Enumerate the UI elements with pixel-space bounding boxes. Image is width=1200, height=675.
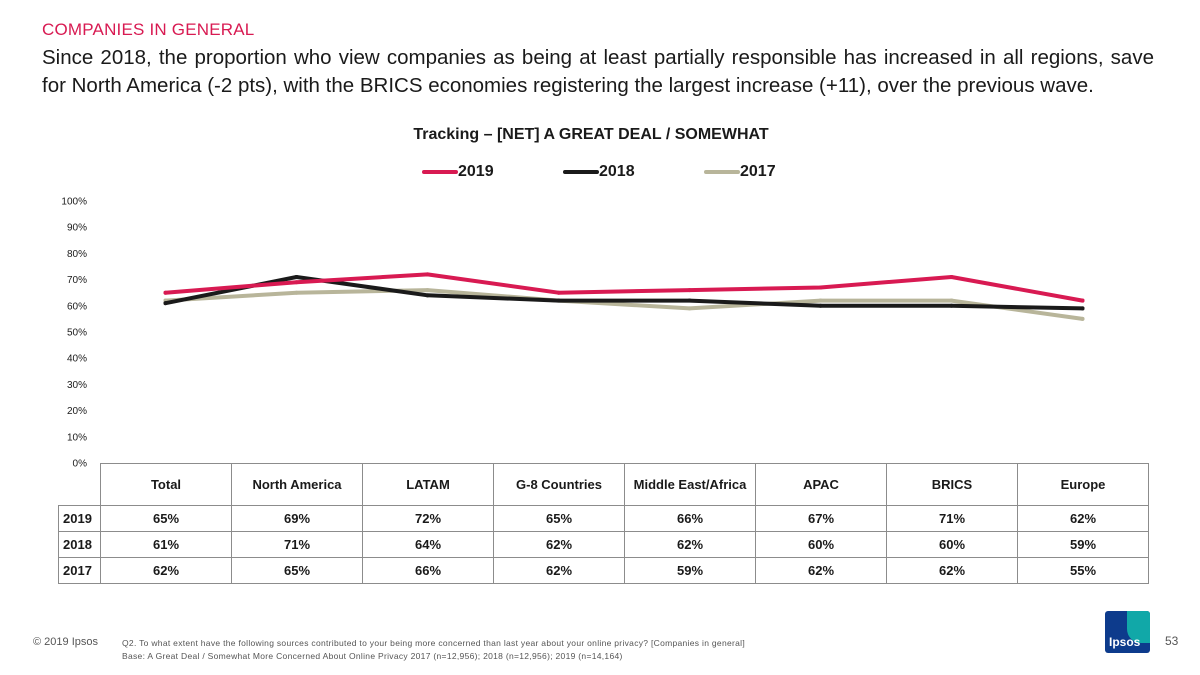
- table-row-2017: 2017 62% 65% 66% 62% 59% 62% 62% 55%: [58, 557, 1149, 584]
- table-corner-cell: [58, 463, 101, 506]
- table-cell: 60%: [755, 531, 887, 558]
- table-cell: 65%: [100, 505, 232, 532]
- table-cell: 62%: [755, 557, 887, 584]
- table-cell: 59%: [624, 557, 756, 584]
- data-point-2018-6: [949, 303, 954, 308]
- data-point-2019-6: [949, 274, 954, 279]
- table-row-2018: 2018 61% 71% 64% 62% 62% 60% 60% 59%: [58, 531, 1149, 558]
- chart-title: Tracking – [NET] A GREAT DEAL / SOMEWHAT: [413, 126, 769, 143]
- page-number: 53: [1165, 634, 1179, 648]
- section-label: COMPANIES IN GENERAL: [42, 20, 255, 39]
- y-tick-label: 90%: [67, 223, 87, 234]
- table-cell: 67%: [755, 505, 887, 532]
- table-cell: 62%: [886, 557, 1018, 584]
- table-cell: 60%: [886, 531, 1018, 558]
- column-header-brics: BRICS: [886, 463, 1018, 506]
- table-cell: 66%: [362, 557, 494, 584]
- data-point-2017-1: [294, 290, 299, 295]
- data-point-2019-5: [818, 285, 823, 290]
- series-line-2017: [163, 288, 1085, 321]
- data-point-2018-5: [818, 303, 823, 308]
- base-note: Base: A Great Deal / Somewhat More Conce…: [122, 651, 623, 661]
- data-point-2018-3: [556, 298, 561, 303]
- legend-label-2018: 2018: [599, 163, 635, 180]
- logo-text: Ipsos: [1109, 635, 1141, 649]
- table-cell: 65%: [493, 505, 625, 532]
- column-header-apac: APAC: [755, 463, 887, 506]
- data-point-2019-2: [425, 272, 430, 277]
- data-point-2017-5: [818, 298, 823, 303]
- y-tick-label: 70%: [67, 275, 87, 286]
- table-cell: 61%: [100, 531, 232, 558]
- data-point-2019-0: [163, 290, 168, 295]
- column-header-europe: Europe: [1017, 463, 1149, 506]
- logo-mark-icon: [1127, 611, 1150, 643]
- table-header-row: Total North America LATAM G-8 Countries …: [58, 463, 1149, 506]
- table-cell: 71%: [886, 505, 1018, 532]
- legend-swatch-2017: [704, 170, 740, 174]
- table-cell: 69%: [231, 505, 363, 532]
- data-point-2018-0: [163, 301, 168, 306]
- table-cell: 62%: [1017, 505, 1149, 532]
- legend: 2019 2018 2017: [0, 161, 1200, 183]
- data-point-2018-2: [425, 293, 430, 298]
- table-cell: 66%: [624, 505, 756, 532]
- legend-label-2017: 2017: [740, 163, 776, 180]
- footnote: Q2. To what extent have the following so…: [122, 637, 745, 663]
- table-row-2019: 2019 65% 69% 72% 65% 66% 67% 71% 62%: [58, 505, 1149, 532]
- data-point-2019-1: [294, 280, 299, 285]
- y-tick-label: 80%: [67, 249, 87, 260]
- column-header-north-america: North America: [231, 463, 363, 506]
- table-cell: 64%: [362, 531, 494, 558]
- copyright: © 2019 Ipsos: [33, 636, 98, 648]
- ipsos-logo: Ipsos: [1105, 611, 1150, 653]
- legend-swatch-2019: [422, 170, 458, 174]
- legend-item-2019: 2019: [422, 161, 494, 183]
- column-header-middle-east-africa: Middle East/Africa: [624, 463, 756, 506]
- data-point-2018-7: [1080, 306, 1085, 311]
- data-point-2017-2: [425, 288, 430, 293]
- table-cell: 72%: [362, 505, 494, 532]
- table-cell: 55%: [1017, 557, 1149, 584]
- data-point-2019-7: [1080, 298, 1085, 303]
- y-tick-label: 20%: [67, 406, 87, 417]
- table-cell: 62%: [493, 531, 625, 558]
- legend-item-2017: 2017: [704, 161, 776, 183]
- data-point-2017-4: [687, 306, 692, 311]
- data-point-2018-4: [687, 298, 692, 303]
- data-point-2019-4: [687, 288, 692, 293]
- table-cell: 62%: [493, 557, 625, 584]
- column-header-total: Total: [100, 463, 232, 506]
- y-tick-label: 40%: [67, 354, 87, 365]
- series-line-2019: [163, 272, 1085, 303]
- y-tick-label: 10%: [67, 432, 87, 443]
- data-table: Total North America LATAM G-8 Countries …: [58, 463, 1149, 584]
- data-point-2017-7: [1080, 316, 1085, 321]
- question-note: Q2. To what extent have the following so…: [122, 638, 746, 648]
- legend-item-2018: 2018: [563, 161, 635, 183]
- table-cell: 59%: [1017, 531, 1149, 558]
- row-label-2019: 2019: [58, 505, 101, 532]
- table-cell: 71%: [231, 531, 363, 558]
- y-tick-label: 50%: [67, 328, 87, 339]
- data-point-2017-6: [949, 298, 954, 303]
- row-label-2018: 2018: [58, 531, 101, 558]
- data-point-2019-3: [556, 290, 561, 295]
- y-tick-label: 60%: [67, 301, 87, 312]
- table-cell: 62%: [624, 531, 756, 558]
- table-cell: 65%: [231, 557, 363, 584]
- headline: Since 2018, the proportion who view comp…: [42, 46, 1154, 97]
- y-tick-label: 30%: [67, 380, 87, 391]
- row-label-2017: 2017: [58, 557, 101, 584]
- table-cell: 62%: [100, 557, 232, 584]
- legend-swatch-2018: [563, 170, 599, 174]
- column-header-latam: LATAM: [362, 463, 494, 506]
- legend-label-2019: 2019: [458, 163, 494, 180]
- y-tick-label: 100%: [61, 197, 87, 208]
- data-point-2018-1: [294, 274, 299, 279]
- column-header-g8-countries: G-8 Countries: [493, 463, 625, 506]
